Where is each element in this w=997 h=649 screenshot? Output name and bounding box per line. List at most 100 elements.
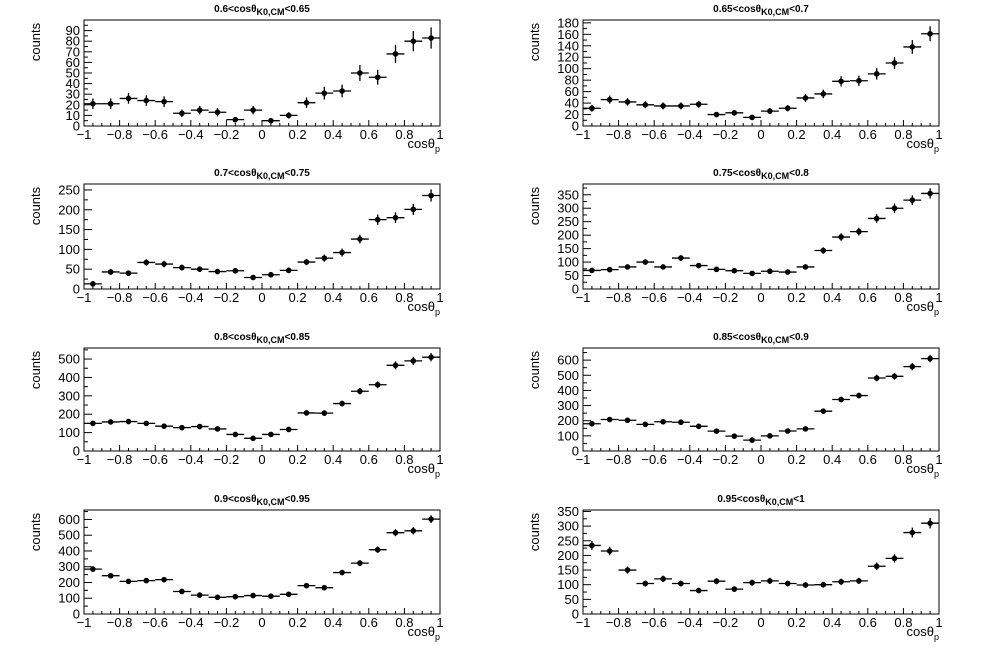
- data-point: [155, 96, 173, 107]
- data-point: [404, 203, 423, 215]
- x-tick-label: 1: [935, 452, 942, 467]
- x-tick-label: 0.8: [395, 290, 413, 305]
- x-tick-label: −0.4: [178, 452, 204, 467]
- data-point: [226, 116, 245, 123]
- x-tick-label: 0.6: [859, 452, 877, 467]
- data-point: [796, 582, 815, 588]
- data-point: [832, 233, 850, 241]
- x-tick-label: −0.2: [713, 290, 739, 305]
- chart-title-prefix: 0.6<cosθ: [214, 4, 256, 15]
- data-point: [583, 104, 601, 112]
- data-point: [262, 431, 280, 438]
- x-tick-label: 0.2: [289, 127, 307, 142]
- y-tick-label: 500: [58, 352, 80, 367]
- data-point: [190, 105, 209, 115]
- data-point: [832, 396, 850, 403]
- data-marker: [357, 388, 363, 395]
- chart-title: 0.85<cosθK0,CM<0.9: [713, 332, 809, 345]
- x-tick-label: 0.8: [894, 615, 912, 630]
- data-marker: [873, 375, 880, 381]
- data-marker: [339, 249, 345, 256]
- y-tick-label: 50: [565, 268, 579, 283]
- x-tick-label: 1: [436, 290, 443, 305]
- data-marker: [624, 567, 631, 573]
- chart-panel-1: 0.6<cosθK0,CM<0.65 −1 −0.8 −0.6 −0.4 −0.2 0 0.2…: [28, 4, 444, 154]
- x-tick-label: −0.4: [677, 290, 703, 305]
- chart-panel-3: 0.7<cosθK0,CM<0.75 −1 −0.8 −0.6 −0.4 −0.2 0 0.2…: [28, 168, 444, 317]
- data-marker: [927, 190, 933, 197]
- chart-panel-2: 0.65<cosθK0,CM<0.7 −1 −0.8 −0.6 −0.4 −0.2 0 0.2…: [527, 4, 943, 154]
- data-point: [778, 105, 797, 112]
- data-marker: [713, 578, 720, 584]
- y-tick-label: 40: [565, 96, 579, 111]
- y-axis-label: counts: [28, 350, 43, 389]
- data-point: [796, 264, 815, 270]
- x-tick-label: 0.4: [324, 127, 342, 142]
- data-point: [867, 68, 886, 80]
- data-marker: [767, 108, 773, 114]
- x-tick-label: 0.6: [859, 127, 877, 142]
- y-tick-label: 150: [557, 241, 579, 256]
- x-tick-label: 1: [935, 290, 942, 305]
- y-tick-label: 200: [58, 202, 80, 217]
- data-point: [796, 93, 815, 102]
- data-point: [814, 89, 833, 99]
- x-tick-label: 0.2: [788, 452, 806, 467]
- x-tick-label: 0.4: [324, 615, 342, 630]
- data-point: [404, 527, 423, 535]
- data-marker: [820, 581, 827, 588]
- data-point: [101, 269, 120, 275]
- data-marker: [107, 269, 114, 275]
- data-point: [814, 581, 833, 588]
- x-tick-label: 0.2: [788, 127, 806, 142]
- data-marker: [428, 192, 434, 199]
- data-marker: [285, 267, 292, 274]
- data-marker: [428, 354, 434, 360]
- x-tick-label: 0.8: [395, 615, 413, 630]
- data-marker: [927, 355, 933, 362]
- data-marker: [179, 264, 185, 271]
- x-axis-label-main: cosθ: [907, 136, 934, 151]
- data-marker: [303, 582, 310, 589]
- chart-title-prefix: 0.95<cosθ: [717, 494, 765, 505]
- data-marker: [374, 74, 381, 81]
- data-marker: [90, 566, 96, 572]
- data-marker: [784, 428, 791, 434]
- data-marker: [642, 259, 649, 265]
- data-point: [244, 105, 262, 115]
- data-marker: [357, 560, 363, 566]
- x-tick-label: 0.6: [360, 290, 378, 305]
- data-marker: [713, 428, 720, 434]
- chart-title-subscript: K0,CM: [257, 7, 285, 17]
- chart-title: 0.6<cosθK0,CM<0.65: [214, 4, 310, 17]
- chart-title-subscript: K0,CM: [761, 335, 789, 345]
- y-tick-label: 300: [58, 559, 80, 574]
- data-marker: [678, 580, 684, 587]
- data-marker: [838, 78, 844, 85]
- x-tick-label: −0.8: [107, 615, 133, 630]
- data-point: [333, 569, 351, 576]
- y-tick-label: 400: [58, 543, 80, 558]
- data-marker: [678, 255, 684, 261]
- data-point: [654, 575, 672, 583]
- data-point: [921, 354, 939, 363]
- x-axis-label: cosθp: [408, 299, 440, 317]
- data-point: [351, 560, 369, 566]
- data-marker: [642, 580, 649, 587]
- data-marker: [357, 236, 363, 242]
- x-tick-label: 0.6: [360, 615, 378, 630]
- x-tick-label: −0.8: [606, 615, 632, 630]
- data-point: [386, 44, 405, 63]
- data-marker: [695, 101, 702, 108]
- data-point: [297, 97, 316, 108]
- data-point: [119, 270, 138, 276]
- y-tick-label: 0: [572, 282, 579, 297]
- x-tick-label: 0.6: [859, 290, 877, 305]
- chart-title-prefix: 0.85<cosθ: [713, 332, 761, 343]
- y-tick-label: 10: [66, 108, 80, 123]
- y-tick-label: 400: [557, 383, 579, 398]
- data-marker: [143, 259, 150, 266]
- chart-title-suffix: <0.85: [285, 332, 311, 343]
- data-marker: [589, 105, 595, 112]
